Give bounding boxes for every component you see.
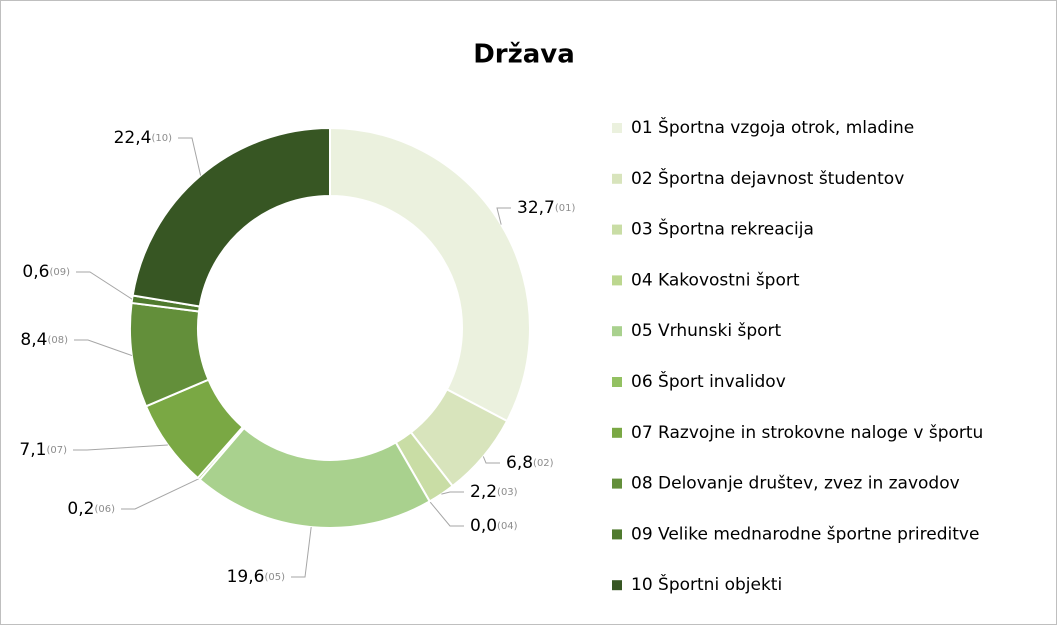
leader-line <box>74 339 133 357</box>
legend-label: 03 Športna rekreacija <box>631 218 814 240</box>
data-label-value: 2,2 <box>470 482 497 502</box>
data-label: 19,6(05) <box>227 567 285 587</box>
data-label-value: 0,2 <box>67 499 94 519</box>
legend-label: 04 Kakovostni šport <box>631 270 800 290</box>
leader-line <box>429 501 464 527</box>
data-label-value: 0,0 <box>470 516 497 536</box>
data-label-code: (08) <box>47 335 68 346</box>
data-label-code: (09) <box>49 267 70 278</box>
chart-title: Država <box>473 40 575 70</box>
legend-swatch <box>612 529 622 540</box>
data-label: 8,4(08) <box>20 330 68 350</box>
data-label: 6,8(02) <box>506 453 554 473</box>
data-label-code: (03) <box>497 487 518 498</box>
data-label-value: 19,6 <box>227 567 265 587</box>
legend-swatch <box>612 123 622 133</box>
leader-line <box>73 444 168 451</box>
data-label-code: (10) <box>151 133 172 144</box>
data-label-code: (04) <box>497 521 518 532</box>
legend-label: 02 Športna dejavnost študentov <box>631 167 904 189</box>
legend-label: 09 Velike mednarodne športne prireditve <box>631 524 979 544</box>
data-label-code: (02) <box>533 458 554 469</box>
leader-line <box>76 271 133 300</box>
legend-swatch <box>612 478 622 489</box>
legend-swatch <box>612 173 622 184</box>
legend-swatch <box>612 224 622 235</box>
data-label-value: 22,4 <box>114 128 152 148</box>
data-label: 0,6(09) <box>22 262 70 282</box>
legend-label: 06 Šport invalidov <box>631 370 786 392</box>
legend-label: 05 Vrhunski šport <box>631 321 782 341</box>
data-label-code: (07) <box>46 445 67 456</box>
data-label-code: (01) <box>555 203 576 214</box>
legend-swatch <box>612 427 622 438</box>
donut-slice <box>329 126 531 423</box>
data-label: 2,2(03) <box>470 482 518 502</box>
data-label: 0,2(06) <box>67 499 115 519</box>
leader-line <box>496 207 511 225</box>
data-label-value: 32,7 <box>517 198 555 218</box>
legend-swatch <box>612 377 622 387</box>
data-label: 22,4(10) <box>114 128 172 148</box>
leader-line <box>178 137 202 176</box>
leader-line <box>291 527 312 578</box>
data-label: 0,0(04) <box>470 516 518 536</box>
legend-swatch <box>612 326 622 337</box>
legend-swatch <box>612 580 622 591</box>
leader-line <box>441 491 464 495</box>
data-label: 32,7(01) <box>517 198 575 218</box>
legend-label: 01 Športna vzgoja otrok, mladine <box>631 116 914 138</box>
data-label-code: (06) <box>94 504 115 515</box>
data-label: 7,1(07) <box>19 440 67 460</box>
legend-label: 07 Razvojne in strokovne naloge v športu <box>631 423 983 443</box>
donut-slice <box>131 126 331 308</box>
legend-label: 08 Delovanje društev, zvez in zavodov <box>631 474 960 494</box>
legend-label: 10 Športni objekti <box>631 573 782 595</box>
data-label-value: 8,4 <box>20 330 47 350</box>
leader-line <box>482 456 500 464</box>
data-label-value: 7,1 <box>19 440 46 460</box>
legend-swatch <box>612 275 622 286</box>
data-label-code: (05) <box>264 572 285 583</box>
leader-line <box>121 478 199 510</box>
data-label-value: 6,8 <box>506 453 533 473</box>
data-label-value: 0,6 <box>22 262 49 282</box>
